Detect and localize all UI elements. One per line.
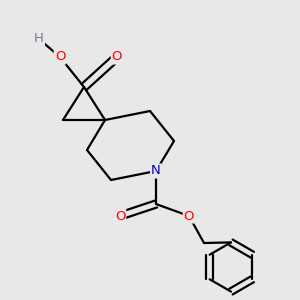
- Text: O: O: [55, 50, 65, 64]
- Text: H: H: [34, 32, 44, 46]
- Text: O: O: [184, 209, 194, 223]
- Text: O: O: [115, 209, 125, 223]
- Text: N: N: [151, 164, 161, 178]
- Text: O: O: [112, 50, 122, 64]
